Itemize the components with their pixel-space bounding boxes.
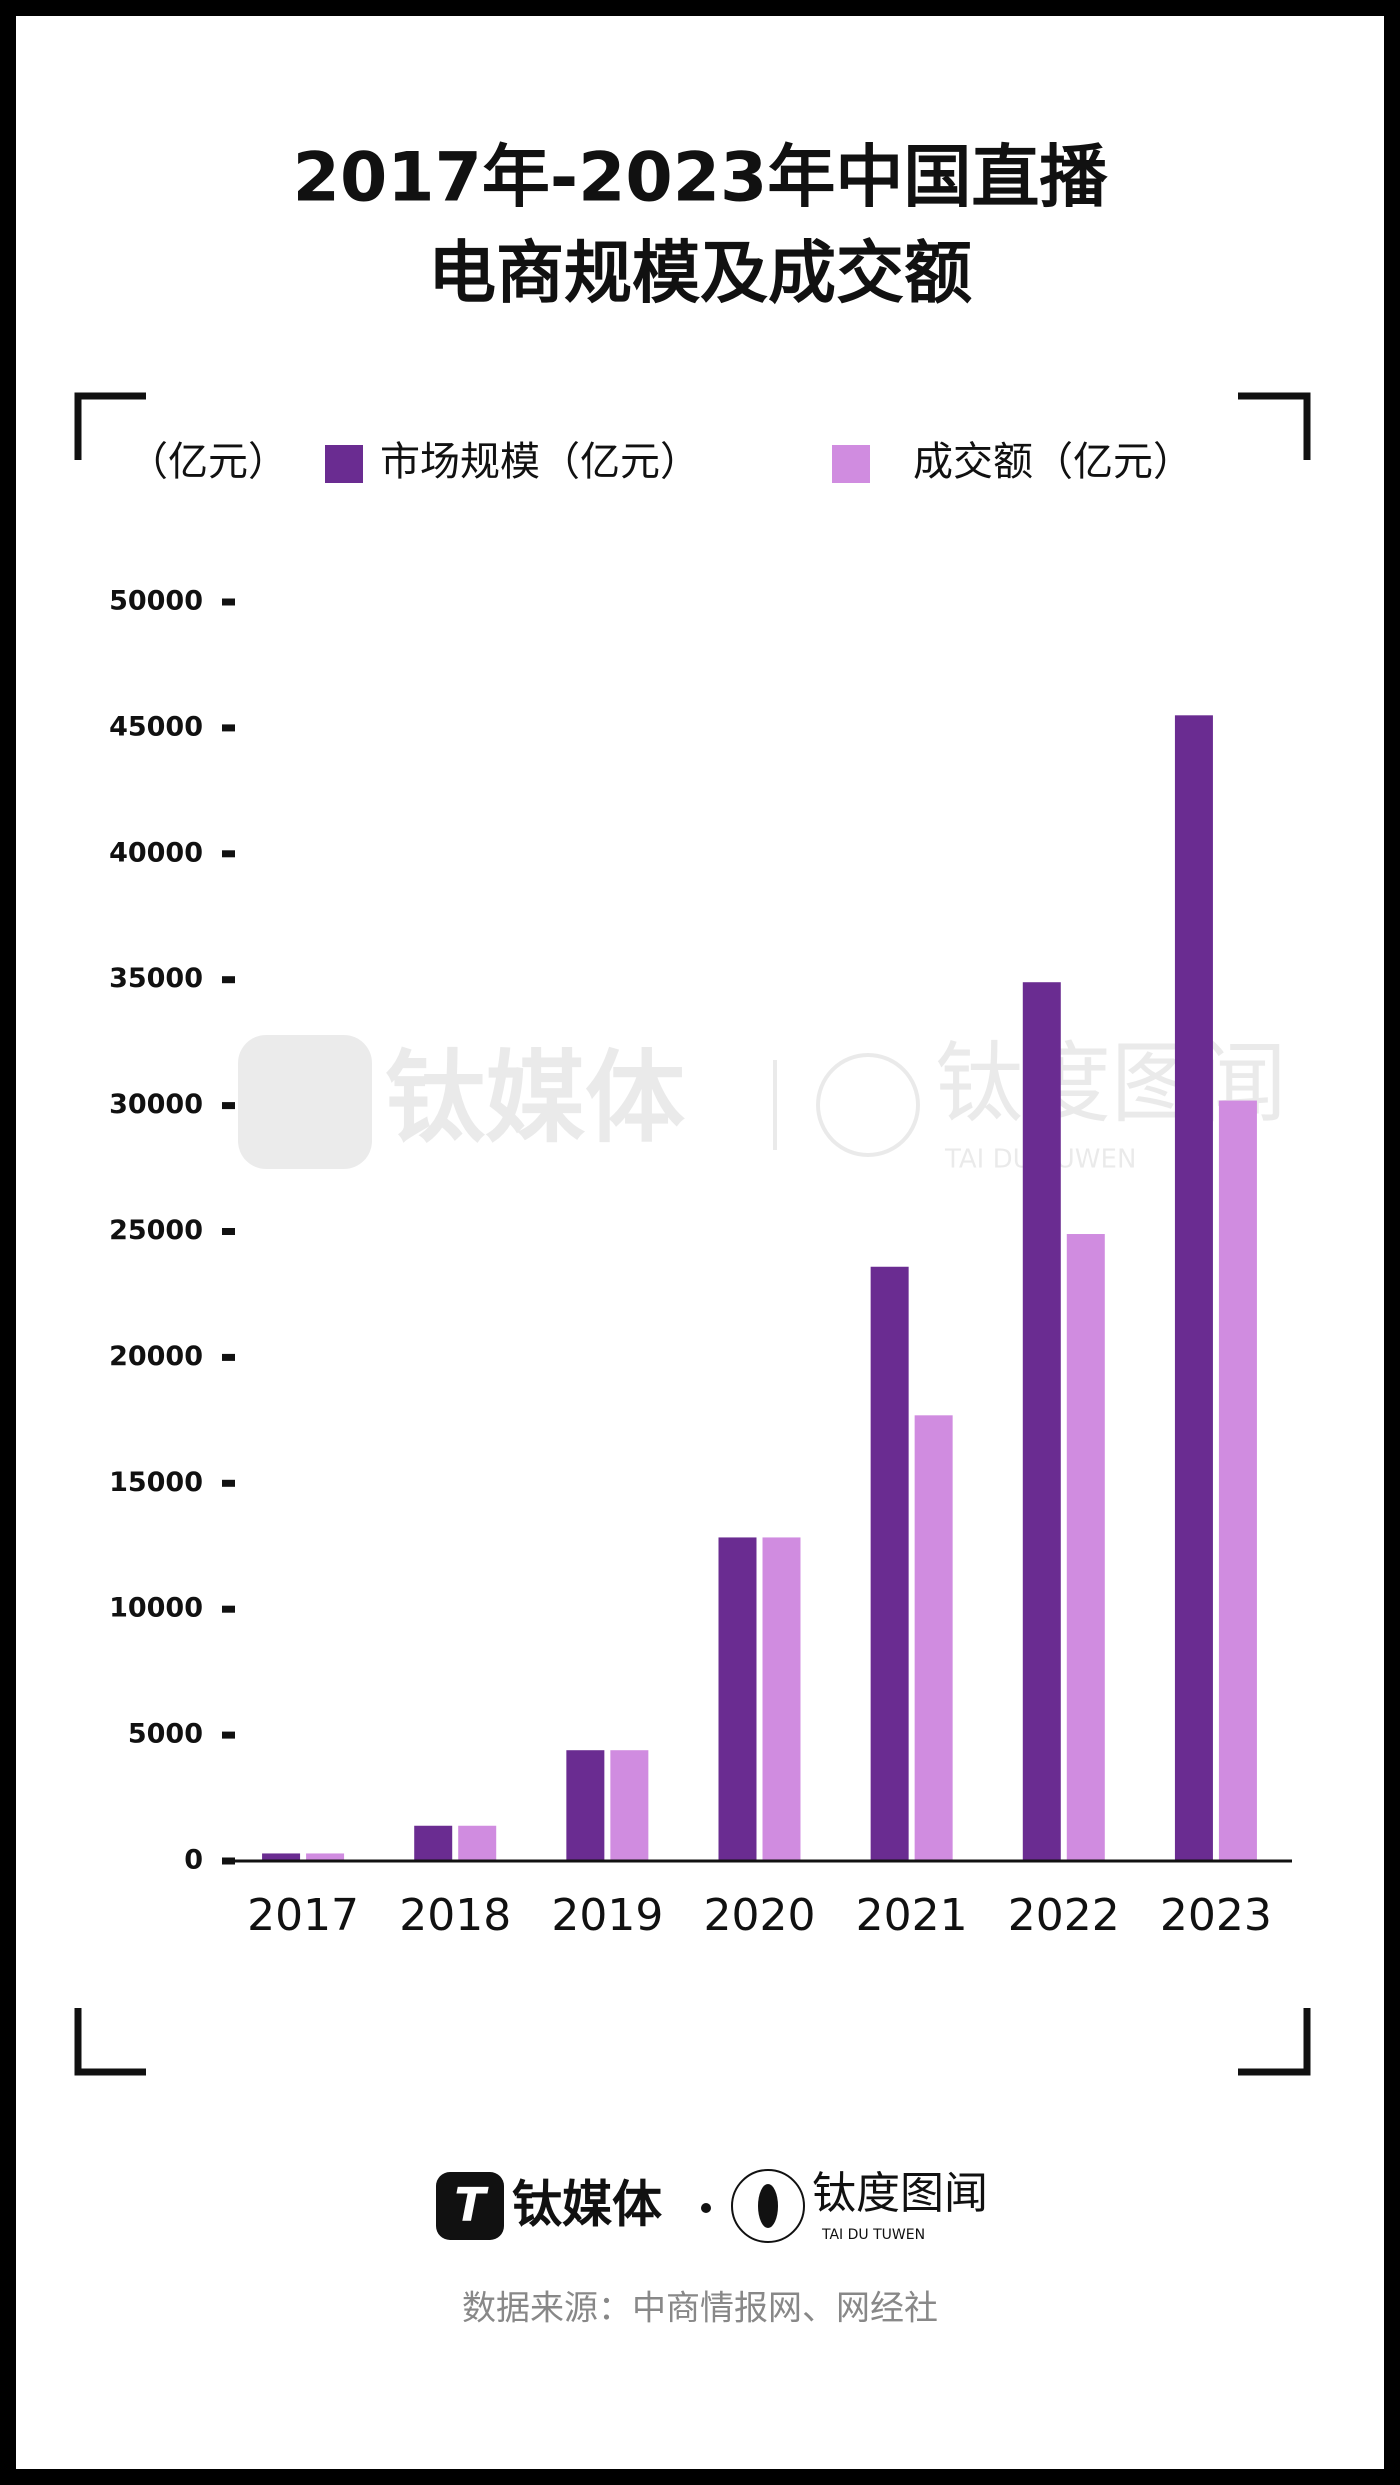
corner: [1238, 2008, 1311, 2076]
y-tick-label: 15000: [109, 1467, 203, 1498]
bar: [1174, 715, 1213, 1861]
y-tick-mark: [222, 1228, 235, 1235]
x-tick-label: 2021: [856, 1890, 968, 1941]
bar: [718, 1537, 757, 1861]
corner: [1238, 392, 1311, 460]
bar: [1066, 1234, 1105, 1861]
bar: [306, 1853, 345, 1861]
x-tick-label: 2019: [551, 1890, 663, 1941]
legend-label: 成交额（亿元）: [913, 439, 1193, 485]
y-tick-mark: [222, 1479, 235, 1487]
bar: [458, 1825, 497, 1861]
y-tick-mark: [222, 850, 235, 858]
bar: [1022, 982, 1061, 1861]
x-tick-label: 2020: [704, 1890, 816, 1941]
bar: [414, 1825, 453, 1861]
y-tick-mark: [222, 598, 235, 606]
partner-name: 钛度图闻: [812, 2168, 988, 2219]
watermark-logo: [816, 1053, 920, 1157]
brand-name: 钛媒体: [512, 2176, 662, 2234]
y-tick-mark: [222, 724, 235, 732]
x-tick-label: 2023: [1160, 1890, 1272, 1941]
corner: [74, 2008, 146, 2076]
y-tick-mark: [222, 1102, 235, 1110]
legend-label: 市场规模（亿元）: [380, 439, 700, 485]
x-tick-label: 2018: [399, 1890, 511, 1941]
partner-logo: [731, 2169, 805, 2243]
separator-dot: [701, 2203, 711, 2213]
bar: [566, 1750, 605, 1861]
bar: [610, 1750, 649, 1861]
y-tick-label: 50000: [109, 586, 203, 617]
chart-title: 电商规模及成交额: [428, 235, 972, 314]
bar: [914, 1415, 953, 1861]
watermark: 钛媒体 钛度图闻 TAI DU TUWEN: [238, 1032, 1287, 1175]
bar: [762, 1537, 801, 1861]
y-tick-label: 20000: [109, 1341, 203, 1372]
y-tick-label: 35000: [109, 963, 203, 994]
y-tick-label: 30000: [109, 1089, 203, 1120]
y-tick-label: 10000: [109, 1593, 203, 1624]
bar: [262, 1853, 301, 1861]
bar: [870, 1266, 909, 1861]
brand-logo: [436, 2172, 504, 2240]
y-tick-label: 5000: [128, 1719, 203, 1750]
x-tick-label: 2022: [1008, 1890, 1120, 1941]
watermark-text: 钛媒体: [385, 1039, 685, 1156]
legend-swatch: [832, 445, 870, 483]
y-tick-mark: [222, 1605, 235, 1613]
bar: [1218, 1100, 1257, 1861]
y-tick-label: 45000: [109, 711, 203, 742]
legend-swatch: [325, 445, 363, 483]
y-tick-mark: [222, 1353, 235, 1361]
y-tick-mark: [222, 976, 235, 984]
watermark-logo: [238, 1035, 372, 1169]
partner-logo: [758, 2184, 778, 2228]
background: [16, 16, 1384, 2469]
brand-logo-mark: T: [454, 2178, 489, 2232]
y-axis-unit: （亿元）: [128, 439, 288, 485]
x-tick-label: 2017: [247, 1890, 359, 1941]
chart-title: 2017年-2023年中国直播: [293, 139, 1109, 218]
y-tick-mark: [222, 1731, 235, 1739]
partner-name-en: TAI DU TUWEN: [821, 2227, 925, 2243]
source-note: 数据来源：中商情报网、网经社: [462, 2289, 938, 2329]
y-tick-label: 40000: [109, 837, 203, 868]
y-tick-label: 25000: [109, 1215, 203, 1246]
corner: [74, 392, 146, 460]
y-tick-label: 0: [184, 1845, 203, 1876]
